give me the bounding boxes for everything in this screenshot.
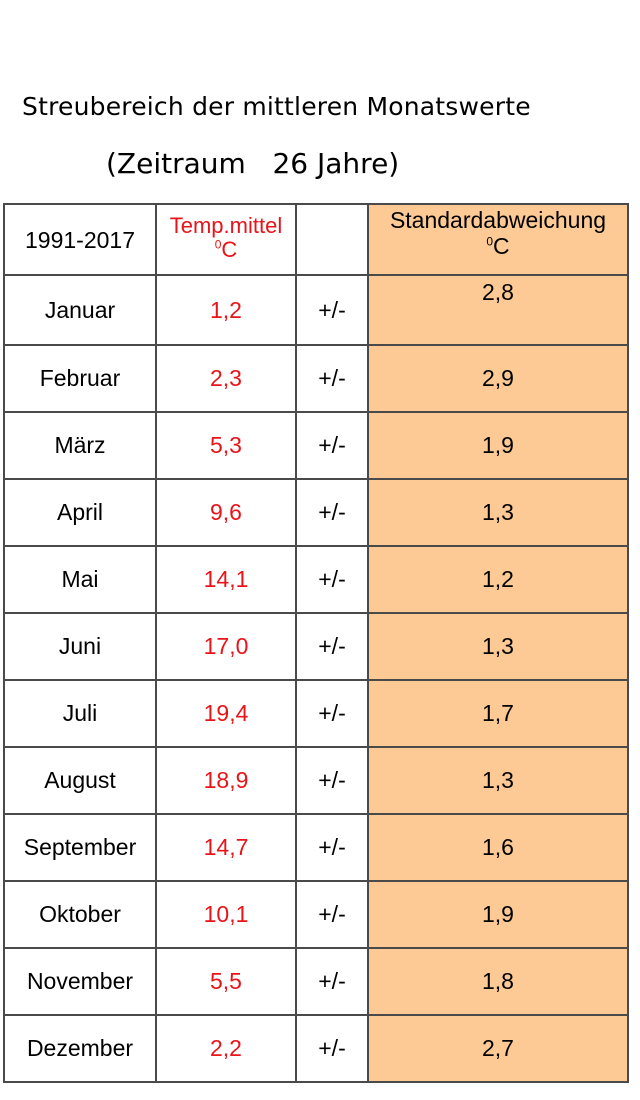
temp-cell: 2,2 [155,1014,297,1083]
plusminus-cell: +/- [295,545,369,614]
table-row: November 5,5 +/- 1,8 [3,947,629,1016]
month-cell: Mai [3,545,157,614]
sd-cell: 2,9 [367,344,629,413]
month-cell: Oktober [3,880,157,949]
sd-cell: 1,2 [367,545,629,614]
month-cell: Januar [3,274,157,346]
temp-cell: 19,4 [155,679,297,748]
header-blank [295,203,369,276]
sd-cell: 1,3 [367,746,629,815]
table-row: Juni 17,0 +/- 1,3 [3,612,629,681]
temp-cell: 10,1 [155,880,297,949]
month-cell: April [3,478,157,547]
temp-cell: 1,2 [155,274,297,346]
plusminus-cell: +/- [295,746,369,815]
table-row: Mai 14,1 +/- 1,2 [3,545,629,614]
plusminus-cell: +/- [295,947,369,1016]
temp-cell: 14,7 [155,813,297,882]
temp-cell: 17,0 [155,612,297,681]
month-cell: März [3,411,157,480]
plusminus-cell: +/- [295,1014,369,1083]
month-cell: November [3,947,157,1016]
header-temp-unit: 0C [157,236,295,262]
plusminus-cell: +/- [295,612,369,681]
plusminus-cell: +/- [295,274,369,346]
sd-cell: 1,8 [367,947,629,1016]
header-sd-label: Standardabweichung [389,207,607,233]
table-row: August 18,9 +/- 1,3 [3,746,629,815]
plusminus-cell: +/- [295,478,369,547]
sd-cell: 1,9 [367,411,629,480]
temp-cell: 9,6 [155,478,297,547]
header-sd: Standardabweichung 0C [367,203,629,276]
temp-cell: 14,1 [155,545,297,614]
temp-cell: 5,3 [155,411,297,480]
table-row: Februar 2,3 +/- 2,9 [3,344,629,413]
table-row: März 5,3 +/- 1,9 [3,411,629,480]
sd-cell: 1,3 [367,612,629,681]
temp-cell: 5,5 [155,947,297,1016]
page-subtitle: (Zeitraum 26 Jahre) [106,147,400,180]
month-cell: Juli [3,679,157,748]
plusminus-cell: +/- [295,411,369,480]
degree-sup: 0 [486,234,494,249]
page-title: Streubereich der mittleren Monatswerte [22,92,531,121]
plusminus-cell: +/- [295,813,369,882]
month-cell: Juni [3,612,157,681]
sd-cell: 1,7 [367,679,629,748]
header-sd-unit: 0C [369,233,627,259]
header-temp-label: Temp.mittel [169,212,283,238]
month-cell: August [3,746,157,815]
temp-cell: 18,9 [155,746,297,815]
month-cell: September [3,813,157,882]
plusminus-cell: +/- [295,679,369,748]
plusminus-cell: +/- [295,344,369,413]
degree-sup: 0 [214,237,222,252]
table-row: Juli 19,4 +/- 1,7 [3,679,629,748]
monthly-stats-table: 1991-2017 Temp.mittel 0C Standardabweich… [3,203,629,1083]
table-row: September 14,7 +/- 1,6 [3,813,629,882]
sd-cell: 1,3 [367,478,629,547]
table-row: Dezember 2,2 +/- 2,7 [3,1014,629,1083]
sd-cell: 1,9 [367,880,629,949]
unit-c: C [493,233,510,259]
sd-cell: 1,6 [367,813,629,882]
header-period: 1991-2017 [3,203,157,276]
month-cell: Februar [3,344,157,413]
month-cell: Dezember [3,1014,157,1083]
sd-cell: 2,8 [367,274,629,346]
table-row: Oktober 10,1 +/- 1,9 [3,880,629,949]
sd-cell: 2,7 [367,1014,629,1083]
header-temp: Temp.mittel 0C [155,203,297,276]
temp-cell: 2,3 [155,344,297,413]
table-row: Januar 1,2 +/- 2,8 [3,274,629,346]
table-header-row: 1991-2017 Temp.mittel 0C Standardabweich… [3,203,629,276]
table-row: April 9,6 +/- 1,3 [3,478,629,547]
unit-c: C [221,236,238,262]
plusminus-cell: +/- [295,880,369,949]
